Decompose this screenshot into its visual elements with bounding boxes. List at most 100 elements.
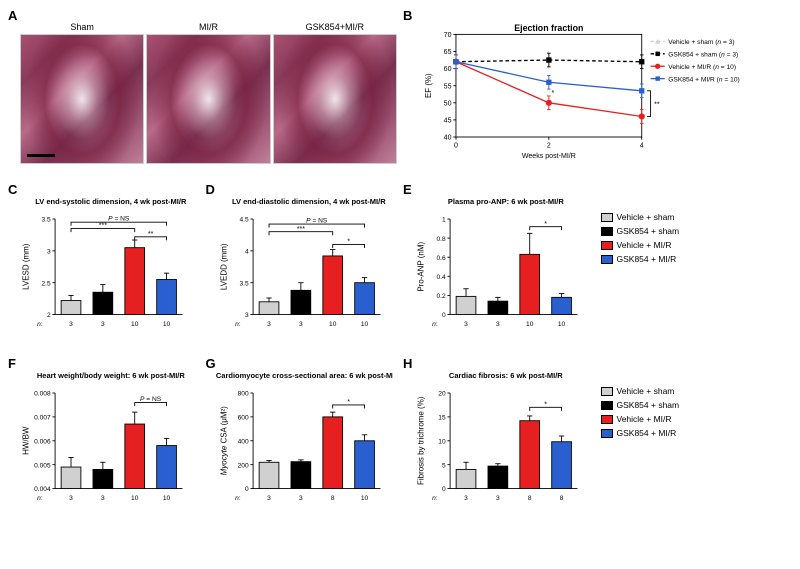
- panel-A: A Sham MI/R GSK854+MI/R: [8, 8, 397, 178]
- svg-text:HW/BW: HW/BW: [22, 426, 31, 455]
- legend-label: GSK854 + MI/R: [617, 428, 677, 438]
- svg-text:LVESD (mm): LVESD (mm): [22, 243, 31, 290]
- svg-text:400: 400: [237, 438, 248, 445]
- svg-text:50: 50: [444, 100, 452, 107]
- svg-text:40: 40: [444, 135, 452, 142]
- svg-text:Fibrosis by trichrome (%): Fibrosis by trichrome (%): [417, 396, 426, 485]
- svg-text:0: 0: [454, 143, 458, 150]
- svg-text:800: 800: [237, 391, 248, 398]
- svg-text:3: 3: [47, 249, 51, 256]
- svg-text:3: 3: [496, 321, 500, 328]
- svg-text:*: *: [347, 399, 350, 406]
- svg-text:10: 10: [329, 321, 337, 328]
- fibrosis-bar-chart: Cardiac fibrosis: 6 wk post-MI/R05101520…: [407, 370, 591, 508]
- legend-swatch: [601, 429, 613, 438]
- svg-text:***: ***: [296, 226, 304, 233]
- svg-text:**: **: [654, 101, 660, 108]
- svg-text:3: 3: [464, 495, 468, 502]
- svg-text:*: *: [552, 90, 555, 97]
- legend-swatch: [601, 255, 613, 264]
- svg-text:4: 4: [640, 143, 644, 150]
- svg-text:4: 4: [244, 249, 248, 256]
- svg-text:**: **: [148, 231, 154, 238]
- histology-mir-image: [146, 34, 270, 164]
- legend-label: GSK854 + sham: [617, 400, 680, 410]
- legend-item: Vehicle + sham: [601, 386, 793, 396]
- svg-text:10: 10: [526, 321, 534, 328]
- panel-G: G Cardiomyocyte cross-sectional area: 6 …: [206, 356, 398, 526]
- panel-H: H Cardiac fibrosis: 6 wk post-MI/R051015…: [403, 356, 595, 526]
- svg-text:3.5: 3.5: [41, 217, 51, 224]
- svg-text:10: 10: [360, 495, 368, 502]
- scalebar: [27, 154, 55, 157]
- svg-text:Pro-ANP (nM): Pro-ANP (nM): [417, 242, 426, 292]
- svg-text:4.5: 4.5: [239, 217, 249, 224]
- svg-text:2.5: 2.5: [41, 280, 51, 287]
- legend-swatch: [601, 241, 613, 250]
- figure: A Sham MI/R GSK854+MI/R B Ejection fract…: [8, 8, 792, 526]
- svg-text:0.2: 0.2: [436, 293, 446, 300]
- svg-text:3: 3: [299, 321, 303, 328]
- svg-text:*: *: [544, 401, 547, 408]
- svg-text:3: 3: [69, 495, 73, 502]
- svg-text:LVEDD (mm): LVEDD (mm): [219, 243, 228, 290]
- legend-swatch: [601, 415, 613, 424]
- svg-text:0: 0: [244, 486, 248, 493]
- svg-text:0.4: 0.4: [436, 274, 446, 281]
- legend-label: GSK854 + sham: [617, 226, 680, 236]
- legend-label: Vehicle + sham: [617, 212, 675, 222]
- proanp-bar-chart: Plasma pro-ANP: 6 wk post-MI/R00.20.40.6…: [407, 196, 591, 334]
- svg-text:0.8: 0.8: [436, 236, 446, 243]
- svg-text:Weeks post-MI/R: Weeks post-MI/R: [522, 153, 576, 160]
- legend-label: Vehicle + sham: [617, 386, 675, 396]
- svg-text:2: 2: [47, 312, 51, 319]
- svg-text:600: 600: [237, 415, 248, 422]
- svg-text:***: ***: [99, 223, 107, 230]
- legend-swatch: [601, 401, 613, 410]
- panel-D: D LV end-diastolic dimension, 4 wk post-…: [206, 182, 398, 352]
- legend-item: Vehicle + sham: [601, 212, 793, 222]
- svg-text:n:: n:: [37, 321, 43, 328]
- panel-E-chart: Plasma pro-ANP: 6 wk post-MI/R00.20.40.6…: [403, 182, 595, 352]
- panel-F: F Heart weight/body weight: 6 wk post-MI…: [8, 356, 200, 526]
- histology-row: Sham MI/R GSK854+MI/R: [8, 8, 397, 178]
- svg-text:5: 5: [442, 462, 446, 469]
- svg-text:70: 70: [444, 32, 452, 39]
- svg-text:n:: n:: [432, 321, 438, 328]
- svg-text:LV end-diastolic dimension, 4: LV end-diastolic dimension, 4 wk post-MI…: [232, 197, 386, 206]
- svg-text:3: 3: [101, 495, 105, 502]
- svg-text:3: 3: [496, 495, 500, 502]
- lvesd-bar-chart: LV end-systolic dimension, 4 wk post-MI/…: [12, 196, 196, 334]
- svg-text:60: 60: [444, 66, 452, 73]
- svg-text:n:: n:: [235, 321, 241, 328]
- svg-text:3: 3: [299, 495, 303, 502]
- legend-row3: Vehicle + sham GSK854 + sham Vehicle + MI/…: [601, 356, 793, 526]
- panel-C-chart: LV end-systolic dimension, 4 wk post-MI/…: [8, 182, 200, 352]
- svg-text:10: 10: [131, 495, 139, 502]
- svg-text:0.005: 0.005: [34, 462, 51, 469]
- svg-text:Vehicle + MI/R (n = 10): Vehicle + MI/R (n = 10): [668, 64, 736, 71]
- svg-text:3: 3: [244, 312, 248, 319]
- panel-H-chart: Cardiac fibrosis: 6 wk post-MI/R05101520…: [403, 356, 595, 526]
- histology-sham-label: Sham: [20, 22, 144, 32]
- svg-text:3: 3: [101, 321, 105, 328]
- legend-item: GSK854 + MI/R: [601, 428, 793, 438]
- svg-text:n:: n:: [235, 495, 241, 502]
- histology-sham-image: [20, 34, 144, 164]
- histology-sham: Sham: [20, 22, 144, 178]
- panel-D-chart: LV end-diastolic dimension, 4 wk post-MI…: [206, 182, 398, 352]
- svg-text:0.006: 0.006: [34, 438, 51, 445]
- svg-text:0: 0: [442, 312, 446, 319]
- svg-text:3: 3: [267, 495, 271, 502]
- svg-text:10: 10: [163, 495, 171, 502]
- svg-text:P = NS: P = NS: [108, 215, 130, 222]
- panel-F-chart: Heart weight/body weight: 6 wk post-MI/R…: [8, 356, 200, 526]
- legend-label: Vehicle + MI/R: [617, 414, 672, 424]
- legend-item: GSK854 + sham: [601, 226, 793, 236]
- svg-text:3: 3: [69, 321, 73, 328]
- histology-gsk-mir-label: GSK854+MI/R: [273, 22, 397, 32]
- svg-text:*: *: [544, 221, 547, 228]
- legend-label: Vehicle + MI/R: [617, 240, 672, 250]
- legend-item: Vehicle + MI/R: [601, 240, 793, 250]
- svg-text:3: 3: [267, 321, 271, 328]
